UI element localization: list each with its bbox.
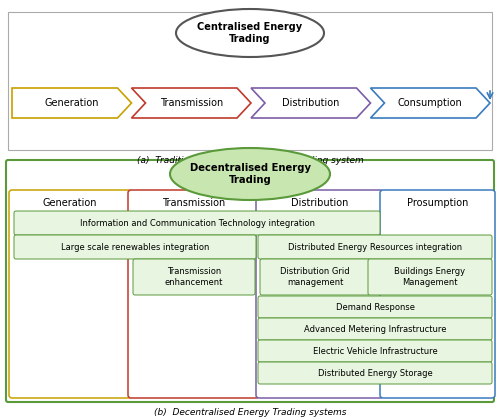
Text: Transmission: Transmission (162, 198, 225, 208)
Text: Generation: Generation (44, 98, 99, 108)
Text: Generation: Generation (43, 198, 97, 208)
FancyBboxPatch shape (258, 235, 492, 259)
Text: Distribution Grid
management: Distribution Grid management (280, 267, 350, 287)
FancyBboxPatch shape (14, 211, 380, 235)
FancyBboxPatch shape (128, 190, 259, 398)
Text: Centralised Energy
Trading: Centralised Energy Trading (198, 22, 302, 44)
FancyBboxPatch shape (260, 259, 370, 295)
Text: Transmission
enhancement: Transmission enhancement (165, 267, 223, 287)
Polygon shape (12, 88, 132, 118)
Text: Information and Communication Technology integration: Information and Communication Technology… (80, 219, 314, 227)
Text: Buildings Energy
Management: Buildings Energy Management (394, 267, 466, 287)
FancyBboxPatch shape (258, 340, 492, 362)
FancyBboxPatch shape (6, 160, 494, 402)
Text: Distributed Energy Resources integration: Distributed Energy Resources integration (288, 242, 462, 252)
Text: Consumption: Consumption (398, 98, 462, 108)
Polygon shape (251, 88, 370, 118)
Text: Advanced Metering Infrastructure: Advanced Metering Infrastructure (304, 324, 446, 334)
FancyBboxPatch shape (258, 362, 492, 384)
Polygon shape (370, 88, 490, 118)
FancyBboxPatch shape (368, 259, 492, 295)
FancyBboxPatch shape (258, 296, 492, 318)
FancyBboxPatch shape (9, 190, 131, 398)
FancyBboxPatch shape (14, 235, 256, 259)
Text: (b)  Decentralised Energy Trading systems: (b) Decentralised Energy Trading systems (154, 408, 346, 417)
FancyBboxPatch shape (256, 190, 383, 398)
Text: Distribution: Distribution (291, 198, 348, 208)
Text: Decentralised Energy
Trading: Decentralised Energy Trading (190, 163, 310, 185)
Polygon shape (132, 88, 251, 118)
Ellipse shape (170, 148, 330, 200)
FancyBboxPatch shape (258, 318, 492, 340)
FancyBboxPatch shape (133, 259, 255, 295)
Text: Prosumption: Prosumption (407, 198, 468, 208)
Text: Distribution: Distribution (282, 98, 340, 108)
Text: Transmission: Transmission (160, 98, 223, 108)
FancyBboxPatch shape (8, 12, 492, 150)
Text: Large scale renewables integration: Large scale renewables integration (61, 242, 209, 252)
FancyBboxPatch shape (380, 190, 495, 398)
Text: Demand Response: Demand Response (336, 303, 414, 311)
Ellipse shape (176, 9, 324, 57)
Text: (a)  Traditional Centralised Energy Trading system: (a) Traditional Centralised Energy Tradi… (136, 156, 364, 165)
Text: Distributed Energy Storage: Distributed Energy Storage (318, 369, 432, 377)
Text: Electric Vehicle Infrastructure: Electric Vehicle Infrastructure (312, 347, 438, 355)
